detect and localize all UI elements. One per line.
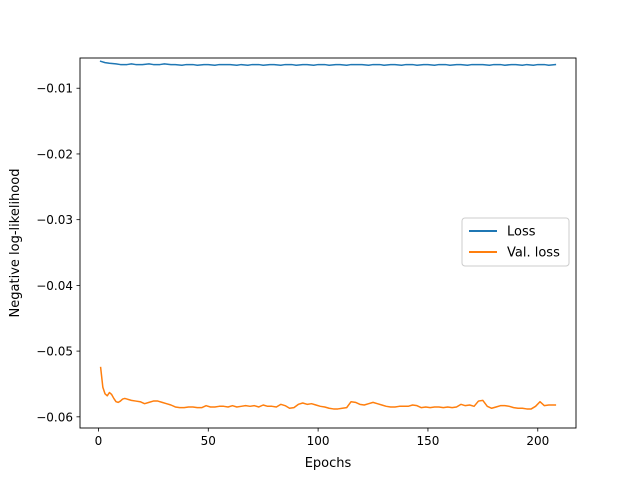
y-tick-label: −0.01	[36, 82, 73, 96]
y-axis: −0.01 −0.02 −0.03 −0.04 −0.05 −0.06	[36, 82, 80, 424]
series-layer	[99, 60, 557, 410]
y-tick-label: −0.03	[36, 213, 73, 227]
x-axis-label: Epochs	[305, 456, 352, 471]
y-tick-label: −0.06	[36, 410, 73, 424]
series-line-val-loss	[99, 366, 557, 410]
y-tick-label: −0.04	[36, 279, 73, 293]
y-tick-label: −0.05	[36, 345, 73, 359]
y-tick-label: −0.02	[36, 147, 73, 161]
y-axis-label: Negative log-likelihood	[8, 169, 23, 318]
plot-frame	[79, 57, 577, 429]
x-tick-label: 200	[526, 434, 549, 448]
x-tick-label: 150	[416, 434, 439, 448]
x-tick-label: 100	[307, 434, 330, 448]
x-axis: 0 50 100 150 200	[95, 428, 549, 448]
x-tick-label: 50	[201, 434, 216, 448]
legend-label-val-loss: Val. loss	[507, 246, 560, 261]
x-tick-label: 0	[95, 434, 103, 448]
series-line-loss	[99, 60, 557, 66]
legend-label-loss: Loss	[507, 225, 536, 240]
legend: Loss Val. loss	[461, 217, 570, 267]
